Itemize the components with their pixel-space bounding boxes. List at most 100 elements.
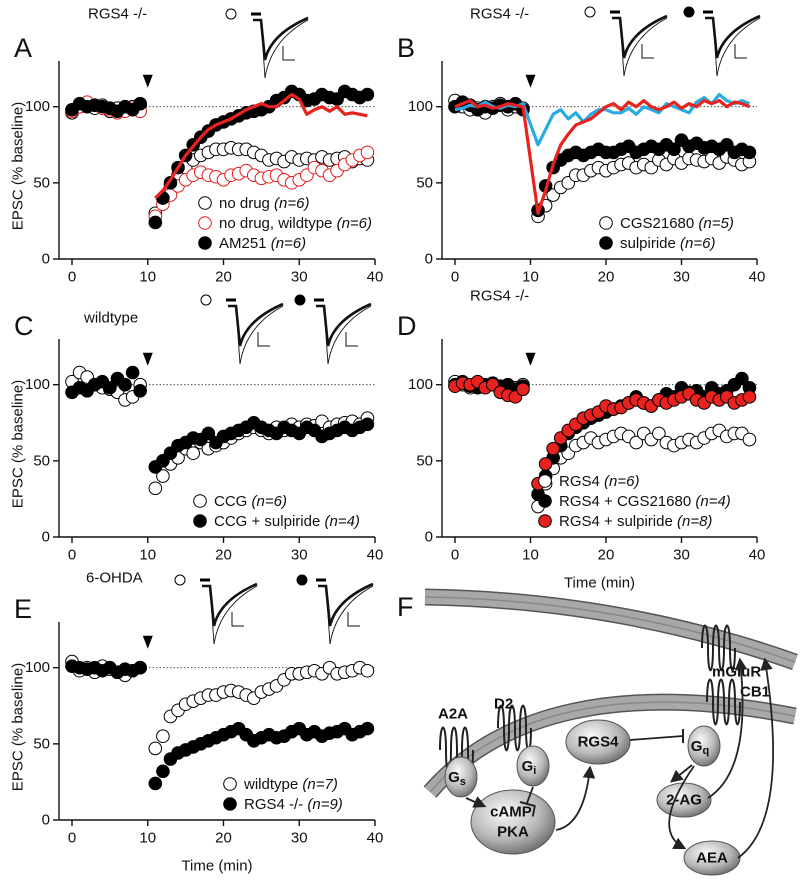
node-label: cAMP/ <box>490 804 537 821</box>
scale-bar <box>345 332 358 347</box>
panel-letter: A <box>14 33 32 63</box>
x-tick-label: 10 <box>522 547 539 564</box>
y-tick-label: 50 <box>33 174 50 191</box>
receptor-label: A2A <box>438 706 468 723</box>
y-axis-label: EPSC (% baseline) <box>10 380 27 508</box>
trace <box>316 302 372 347</box>
data-point <box>546 441 560 456</box>
scale-bar <box>734 44 747 59</box>
legend-label: CGS21680 (n=5) <box>620 215 734 232</box>
legend-marker <box>599 236 613 250</box>
legend-name: no drug, wildtype <box>219 215 332 232</box>
node <box>687 725 721 767</box>
y-tick-label: 50 <box>33 735 50 752</box>
inset-key <box>225 8 237 20</box>
legend-n: (n=6) <box>252 493 287 510</box>
legend-n: (n=5) <box>698 215 733 232</box>
data-point <box>629 435 644 450</box>
legend-marker <box>538 494 552 508</box>
x-tick-label: 40 <box>749 547 766 564</box>
x-tick-label: 30 <box>291 547 308 564</box>
legend-n: (n=9) <box>307 796 342 813</box>
data-point <box>156 764 170 779</box>
legend-name: RGS4 + sulpiride <box>559 513 673 530</box>
node-main: G <box>691 738 703 755</box>
x-tick-label: 10 <box>139 830 156 847</box>
arrow <box>668 765 695 850</box>
data-point <box>360 87 375 102</box>
inset-key <box>294 294 306 306</box>
y-tick-label: 100 <box>25 376 50 393</box>
legend-name: RGS4 + CGS21680 <box>559 493 691 510</box>
node-main: G <box>448 769 460 786</box>
data-point <box>148 776 163 791</box>
data-point <box>360 417 375 432</box>
scale-bar <box>257 332 270 347</box>
legend-marker <box>198 236 212 250</box>
panel-letter: C <box>14 311 34 341</box>
data-point <box>133 660 147 675</box>
arrow <box>465 796 487 808</box>
data-point <box>667 142 681 157</box>
data-point <box>516 382 530 397</box>
legend-label: no drug, wildtype (n=6) <box>219 215 372 232</box>
legend-marker <box>538 514 552 528</box>
node <box>470 789 556 855</box>
arrow <box>555 765 596 831</box>
data-point <box>148 741 163 756</box>
inset-key <box>296 574 308 586</box>
trace <box>318 582 374 627</box>
legend-name: CCG + sulpiride <box>214 513 320 530</box>
legend-label: RGS4 + sulpiride (n=8) <box>559 513 712 530</box>
legend-marker <box>198 216 212 230</box>
arrow <box>737 657 775 859</box>
legend-marker <box>538 474 552 488</box>
node-main: G <box>522 758 534 775</box>
x-tick-label: 40 <box>749 269 766 286</box>
inhibition <box>629 735 684 741</box>
data-point <box>118 377 132 392</box>
legend-n: (n=6) <box>680 235 715 252</box>
legend-n: (n=6) <box>337 215 372 232</box>
legend-label: CCG (n=6) <box>214 493 287 510</box>
legend-label: AM251 (n=6) <box>219 235 306 252</box>
y-tick-label: 100 <box>408 98 433 115</box>
trace <box>705 14 761 59</box>
x-tick-label: 0 <box>451 269 459 286</box>
y-tick-label: 0 <box>42 812 50 829</box>
arrow <box>707 657 748 799</box>
data-point <box>148 481 163 496</box>
legend-name: wildtype <box>243 776 298 793</box>
legend-name: RGS4 <box>559 473 600 490</box>
node-label: RGS4 <box>578 734 620 751</box>
y-tick-label: 100 <box>408 376 433 393</box>
data-point <box>360 145 375 160</box>
data-point <box>742 390 757 404</box>
receptor-label: D2 <box>494 696 513 713</box>
panel-letter: E <box>14 594 32 624</box>
x-tick-label: 20 <box>215 830 232 847</box>
membrane <box>424 596 796 663</box>
legend-marker <box>223 797 237 811</box>
data-point <box>360 663 375 678</box>
y-tick-label: 50 <box>416 452 433 469</box>
receptor <box>497 704 532 752</box>
data-point <box>125 365 140 380</box>
inset-key <box>174 574 186 586</box>
node <box>565 719 631 765</box>
x-tick-label: 30 <box>291 269 308 286</box>
inset-key <box>683 6 695 18</box>
node-label: Gs <box>448 769 466 789</box>
legend-name: CGS21680 <box>620 215 694 232</box>
legend-n: (n=8) <box>677 513 712 530</box>
panel-letter: F <box>397 592 414 622</box>
x-tick-label: 20 <box>598 269 615 286</box>
x-tick-label: 20 <box>215 547 232 564</box>
panel-letter: D <box>397 311 417 341</box>
legend-name: CCG <box>214 493 247 510</box>
trace <box>253 16 309 61</box>
genotype-label: RGS4 -/- <box>88 6 147 23</box>
data-point <box>148 215 163 230</box>
node-label: AEA <box>696 850 728 867</box>
node-sub: s <box>460 776 466 788</box>
